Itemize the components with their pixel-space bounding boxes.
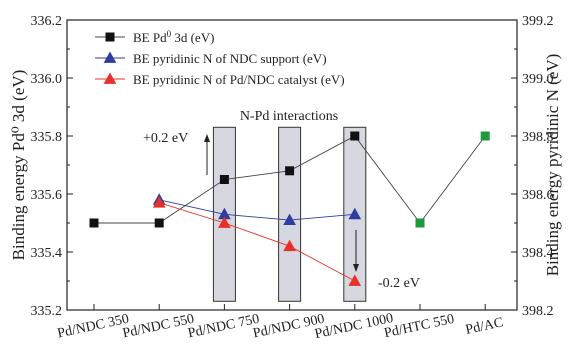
y-left-tick-label: 336.2	[31, 14, 63, 29]
y-left-axis-title: Binding energy Pd⁰ 3d (eV)	[9, 70, 28, 261]
x-tick-label: Pd/NDC 750	[187, 312, 261, 342]
data-point-square	[154, 218, 164, 228]
data-point-triangle	[103, 51, 117, 63]
down-shift-label: -0.2 eV	[378, 276, 420, 291]
x-tick-label: Pd/NDC 550	[121, 312, 195, 342]
y-right-tick-label: 399.2	[522, 14, 554, 29]
y-right-tick-label: 398.6	[522, 188, 554, 203]
data-point-triangle	[283, 213, 296, 225]
x-tick-label: Pd/NDC 350	[56, 312, 130, 342]
annotation-layer: N-Pd interactions +0.2 eV -0.2 eV	[143, 109, 420, 291]
legend-label: BE Pd0 3d (eV)	[133, 29, 214, 45]
data-point-square	[89, 218, 99, 228]
legend-label-main: BE Pd	[133, 30, 167, 45]
y-left-tick-label: 335.2	[31, 304, 63, 319]
y-left-tick-label: 335.4	[31, 246, 63, 261]
data-point-triangle	[152, 196, 166, 208]
x-tick-label: Pd/AC	[464, 315, 504, 338]
legend: BE Pd0 3d (eV) BE pyridinic N of NDC supp…	[95, 29, 345, 87]
series-layer	[89, 131, 490, 286]
data-point-triangle	[103, 72, 117, 84]
y-right-tick-label: 399.0	[522, 72, 554, 87]
legend-label: BE pyridinic N of NDC support (eV)	[133, 51, 327, 66]
data-point-square	[105, 32, 115, 42]
y-right-tick-label: 398.4	[522, 246, 554, 261]
y-left-tick-label: 335.6	[31, 188, 63, 203]
series-line	[159, 202, 356, 282]
x-tick-label: Pd/HTC 550	[383, 312, 456, 341]
data-point-square	[480, 131, 490, 141]
y-right-axis-title: Binding energy pyridinic N (eV)	[543, 54, 562, 277]
legend-label-main: BE pyridinic N of Pd/NDC catalyst (eV)	[133, 72, 345, 87]
y-right-tick-label: 398.8	[522, 130, 554, 145]
data-point-square	[415, 218, 425, 228]
series-line	[159, 199, 355, 221]
data-point-triangle	[348, 207, 362, 220]
down-arrow-head	[353, 264, 359, 272]
data-point-triangle	[283, 239, 296, 252]
data-point-square	[219, 175, 229, 184]
y-left-tick-label: 336.0	[31, 72, 63, 87]
legend-label-superscript: 0	[167, 29, 172, 39]
y-right-tick-label: 398.2	[522, 304, 554, 319]
data-point-triangle	[348, 274, 362, 286]
data-point-square	[350, 131, 360, 141]
legend-label-rest: 3d (eV)	[171, 30, 214, 45]
up-arrow-head	[204, 134, 210, 142]
region-label: N-Pd interactions	[240, 109, 338, 124]
legend-label: BE pyridinic N of Pd/NDC catalyst (eV)	[133, 72, 345, 87]
y-left-tick-label: 335.8	[31, 130, 63, 145]
data-point-triangle	[218, 216, 231, 228]
data-point-square	[285, 166, 295, 176]
up-shift-label: +0.2 eV	[143, 131, 188, 146]
legend-label-main: BE pyridinic N of NDC support (eV)	[133, 51, 327, 66]
